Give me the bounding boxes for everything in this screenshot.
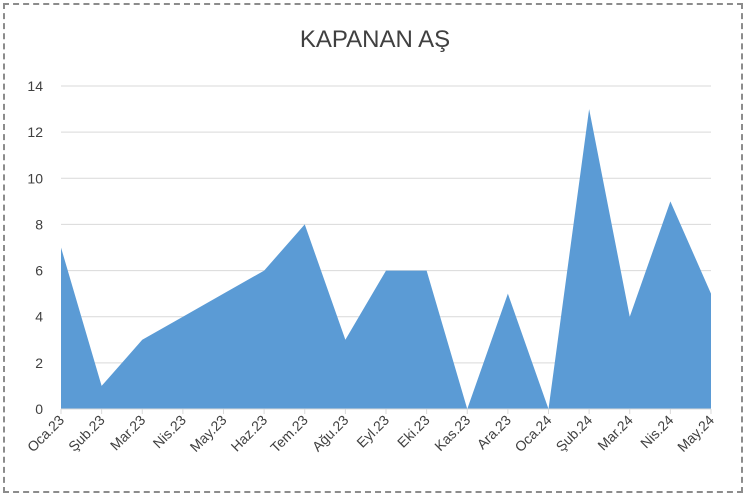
x-tick-label: Ara.23 bbox=[474, 412, 515, 453]
x-tick-label: Tem.23 bbox=[267, 412, 311, 456]
x-tick-label: Şub.24 bbox=[553, 412, 596, 455]
x-tick-label: Mar.24 bbox=[594, 412, 636, 454]
x-tick-label: Haz.23 bbox=[228, 412, 271, 455]
y-tick-label: 10 bbox=[27, 170, 43, 186]
area-series bbox=[61, 109, 711, 410]
x-tick-label: Kas.23 bbox=[431, 412, 473, 454]
x-tick-label: Nis.23 bbox=[150, 412, 190, 452]
x-tick-label: May.23 bbox=[187, 412, 230, 455]
y-tick-label: 2 bbox=[35, 355, 43, 371]
x-tick-label: May.24 bbox=[674, 412, 717, 455]
y-tick-label: 4 bbox=[35, 309, 43, 325]
x-tick-label: Eki.23 bbox=[394, 412, 433, 451]
x-tick-label: Eyl.23 bbox=[353, 412, 392, 451]
x-tick-label: Ağu.23 bbox=[309, 412, 352, 455]
y-tick-label: 14 bbox=[27, 78, 43, 94]
x-tick-label: Oca.23 bbox=[24, 412, 67, 455]
y-tick-label: 6 bbox=[35, 263, 43, 279]
y-tick-label: 12 bbox=[27, 124, 43, 140]
x-tick-label: Oca.24 bbox=[511, 412, 554, 455]
y-tick-label: 0 bbox=[35, 401, 43, 417]
x-tick-label: Mar.23 bbox=[107, 412, 149, 454]
chart-title: KAPANAN AŞ bbox=[300, 26, 450, 53]
chart-frame bbox=[3, 3, 743, 493]
x-tick-label: Nis.24 bbox=[637, 412, 677, 452]
y-axis-ticks: 0 2 4 6 8 10 12 14 bbox=[27, 78, 43, 417]
y-tick-label: 8 bbox=[35, 216, 43, 232]
x-tick-label: Şub.23 bbox=[65, 412, 108, 455]
